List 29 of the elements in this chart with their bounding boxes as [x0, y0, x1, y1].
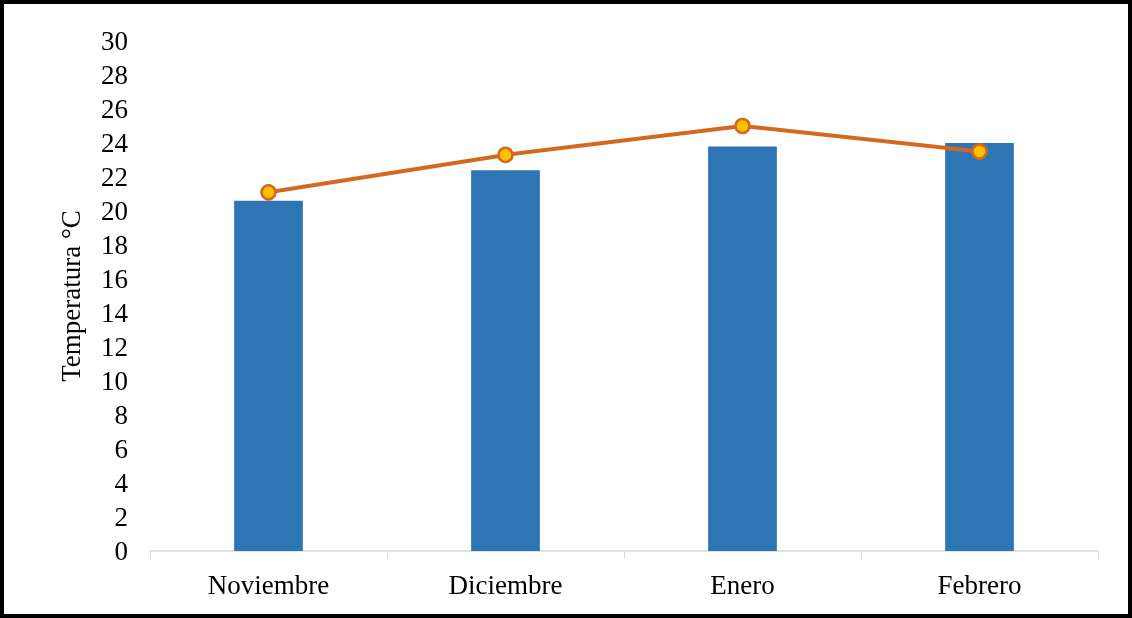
y-tick-label: 6	[114, 434, 128, 464]
y-tick-label: 8	[114, 400, 128, 430]
y-tick-label: 24	[101, 128, 129, 158]
y-tick-label: 12	[101, 332, 128, 362]
x-tick-label: Noviembre	[207, 569, 330, 600]
y-tick-label: 2	[114, 502, 128, 532]
y-tick-label: 22	[101, 162, 128, 192]
point	[497, 146, 514, 164]
y-tick-label: 14	[101, 298, 129, 328]
y-tick-label: 20	[101, 196, 128, 226]
x-tick-label: Diciembre	[448, 569, 563, 600]
x-tick-label: Enero	[710, 569, 775, 600]
point	[260, 184, 277, 201]
bar	[234, 200, 303, 551]
y-axis-title: Temperatura °C	[55, 210, 86, 382]
y-tick-label: 30	[101, 26, 128, 56]
point	[971, 143, 988, 160]
bar	[471, 170, 540, 551]
point	[734, 117, 751, 135]
y-tick-label: 16	[101, 264, 128, 294]
y-tick-label: 18	[101, 230, 128, 260]
y-tick-label: 0	[114, 536, 128, 566]
x-tick-label: Febrero	[937, 569, 1022, 600]
bar	[945, 143, 1014, 551]
y-tick-label: 26	[101, 94, 128, 124]
bar	[708, 146, 777, 551]
y-tick-label: 10	[101, 366, 128, 396]
y-tick-label: 4	[114, 468, 129, 498]
y-tick-label: 28	[101, 60, 128, 90]
